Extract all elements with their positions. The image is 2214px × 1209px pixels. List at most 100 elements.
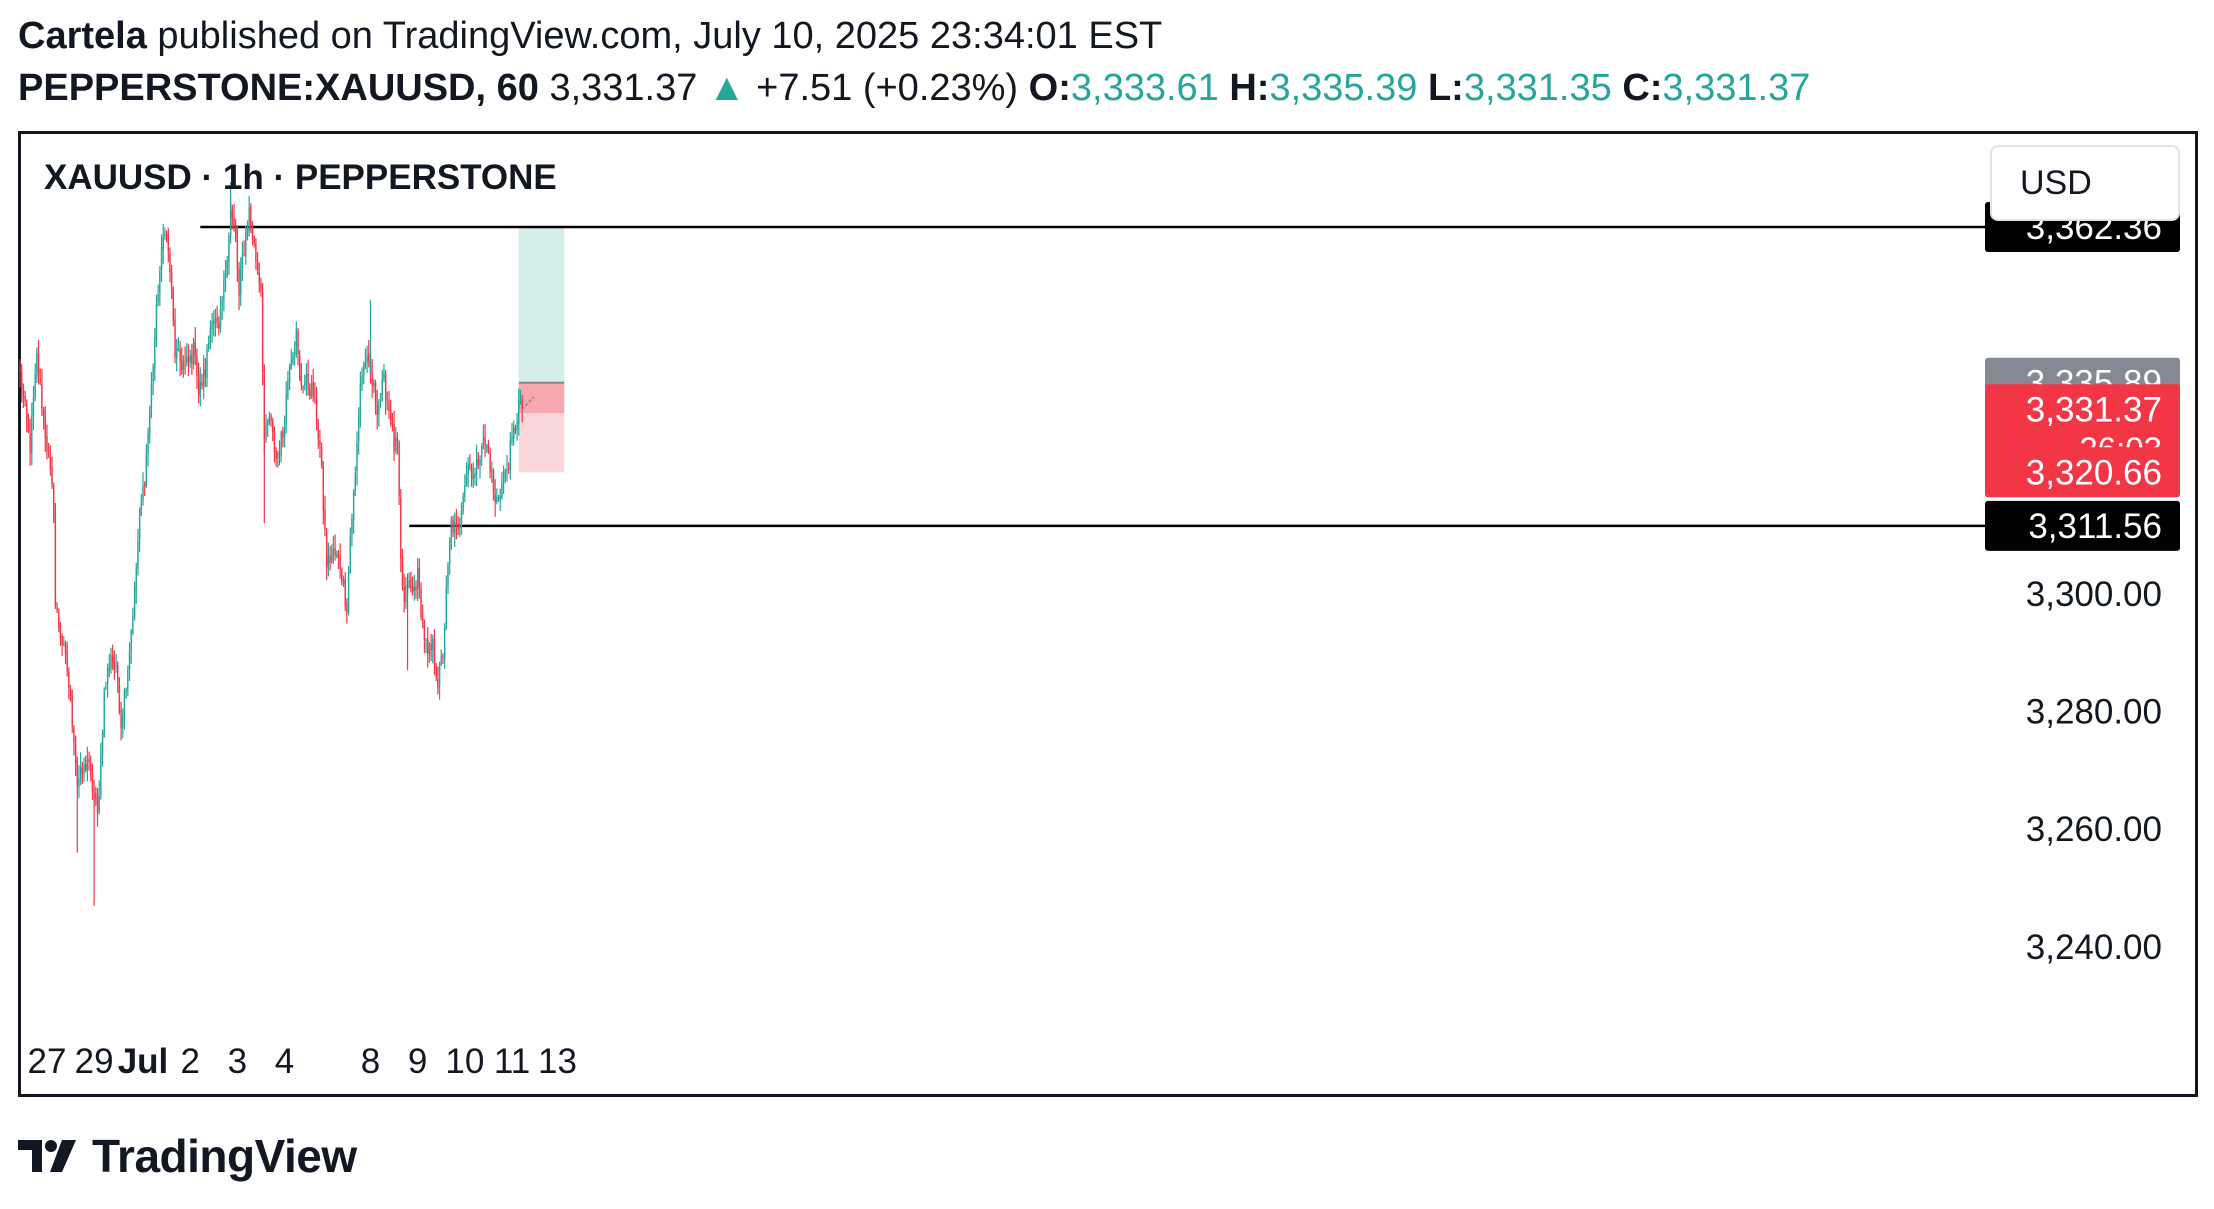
candle-body <box>499 495 501 500</box>
candle-body <box>319 440 321 446</box>
candle-body <box>273 430 276 452</box>
candle <box>297 327 299 366</box>
candle <box>78 765 80 798</box>
candle-body <box>480 445 483 458</box>
close-value: 3,331.37 <box>1662 67 1811 109</box>
candle <box>160 234 163 282</box>
candle-body <box>240 270 242 295</box>
candle <box>176 339 178 372</box>
candle <box>283 415 286 448</box>
candle <box>81 761 84 785</box>
candle-body <box>263 373 266 440</box>
footer-logo[interactable]: TradingView <box>18 1128 357 1184</box>
candle <box>186 342 188 367</box>
candle <box>332 535 335 564</box>
candle-body <box>390 409 392 425</box>
time-tick-label: 11 <box>494 1042 530 1081</box>
candle <box>96 787 99 827</box>
candle <box>194 327 196 366</box>
candle <box>484 423 486 458</box>
candle <box>339 543 341 579</box>
line-price-label-1: 3,311.56 <box>1985 500 2180 551</box>
candle <box>142 472 144 506</box>
candle-body <box>376 404 378 416</box>
author-name[interactable]: Cartela <box>18 15 147 57</box>
candle <box>349 527 351 575</box>
candle <box>228 232 230 275</box>
candle <box>201 373 203 390</box>
candle-body <box>138 510 141 541</box>
stop-price-label-text: 3,320.66 <box>2026 453 2162 492</box>
candle <box>440 649 442 666</box>
candle <box>519 389 522 405</box>
candle <box>29 418 31 466</box>
currency-button[interactable]: USD <box>1990 145 2180 221</box>
candle <box>324 495 326 537</box>
candle-body <box>361 375 363 386</box>
candle-body <box>184 360 186 362</box>
candle-body <box>245 233 247 257</box>
candle-body <box>428 645 431 655</box>
candle <box>378 399 380 427</box>
candle <box>132 607 134 636</box>
candle-body <box>511 436 513 442</box>
candle-body <box>460 510 463 524</box>
candle-body <box>305 373 308 384</box>
candle <box>504 468 506 484</box>
candle-body <box>81 768 84 774</box>
candle-body <box>455 523 458 526</box>
candle-body <box>117 664 119 684</box>
candle <box>357 407 360 455</box>
candle <box>497 494 500 503</box>
candle <box>366 345 368 374</box>
candle-body <box>125 689 127 692</box>
candle-body <box>54 513 57 607</box>
time-tick-label: 9 <box>408 1042 427 1081</box>
candle-body <box>290 360 292 369</box>
candle-body <box>73 727 75 743</box>
current-price-label-text: 3,331.37 <box>2026 390 2162 429</box>
candle <box>309 383 311 400</box>
price-tick-label: 3,260.00 <box>2026 810 2162 849</box>
candle-body <box>469 463 471 468</box>
candle <box>423 619 426 654</box>
candle <box>79 752 82 786</box>
candle-body <box>356 443 358 472</box>
candle-body <box>272 420 274 432</box>
candle <box>118 677 121 715</box>
candle-body <box>196 355 198 376</box>
candle-body <box>228 236 230 263</box>
candle-body <box>164 233 166 236</box>
candle <box>474 467 476 486</box>
candle <box>199 367 201 407</box>
candle <box>442 653 444 664</box>
candle-body <box>304 382 306 386</box>
candle <box>401 548 404 591</box>
candle-body <box>90 764 92 776</box>
candle-body <box>243 253 245 255</box>
candle-body <box>487 444 490 452</box>
candle-body <box>516 421 518 431</box>
tradingview-logo-text: TradingView <box>92 1130 357 1182</box>
candle-body <box>39 378 41 382</box>
candle <box>290 349 292 370</box>
close-label: C: <box>1622 67 1663 109</box>
candle-body <box>344 579 346 605</box>
candle <box>411 576 414 596</box>
candle-body <box>88 758 90 763</box>
candle-body <box>443 626 446 660</box>
candle-body <box>325 531 328 569</box>
candle <box>427 627 429 668</box>
candle <box>95 786 97 806</box>
candle <box>270 413 272 427</box>
candle <box>374 379 377 415</box>
candle <box>398 440 400 506</box>
candle <box>437 666 439 695</box>
candle-body <box>162 237 164 250</box>
candle-body <box>253 237 255 243</box>
candle-body <box>238 269 240 297</box>
candle <box>150 372 153 419</box>
open-value: 3,333.61 <box>1070 67 1219 109</box>
candle-body <box>477 459 480 465</box>
